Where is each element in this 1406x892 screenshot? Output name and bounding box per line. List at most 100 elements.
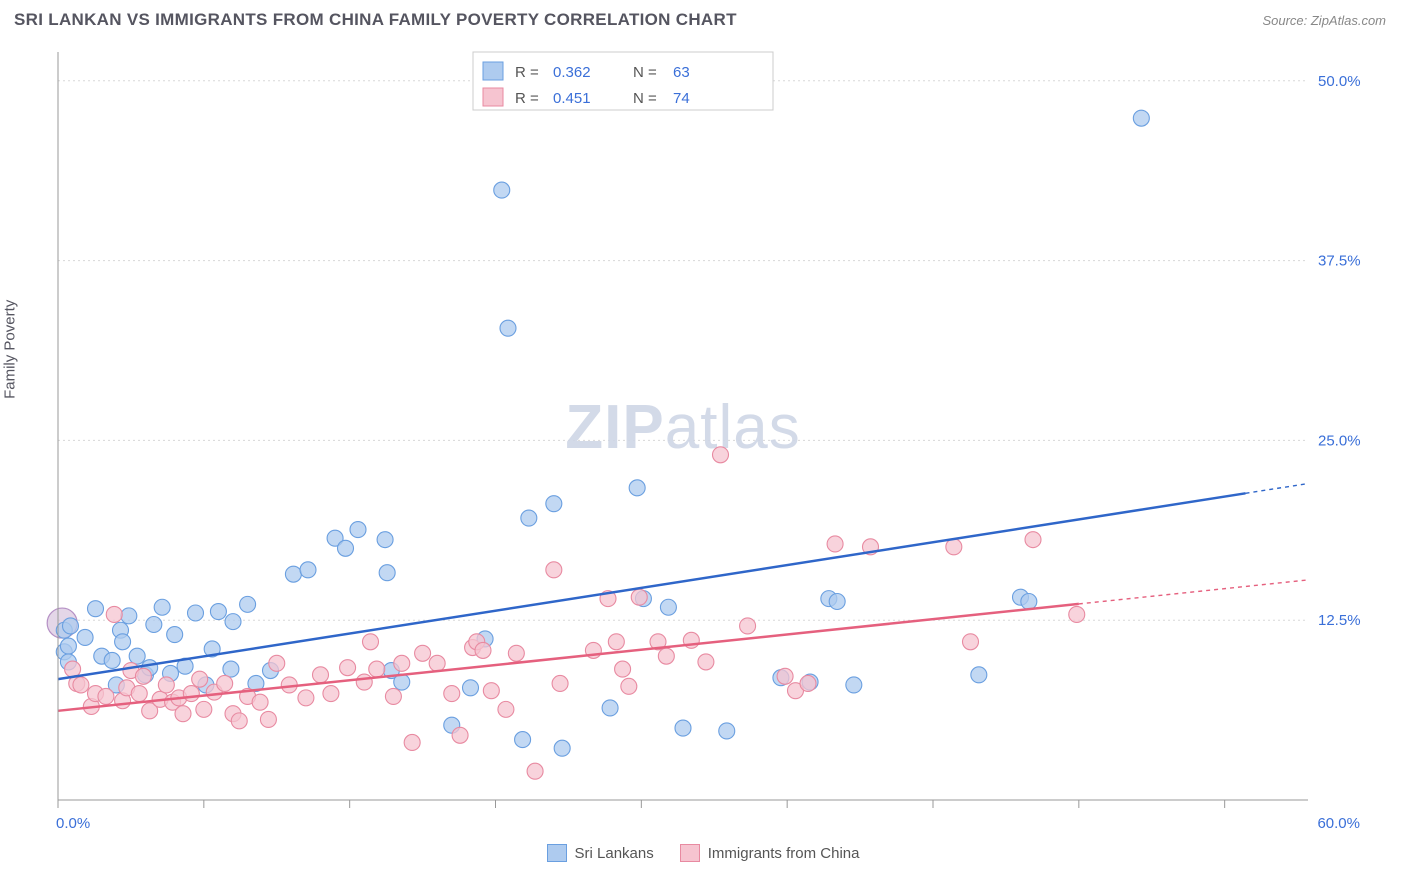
data-point: [225, 614, 241, 630]
data-point: [394, 655, 410, 671]
data-point: [385, 688, 401, 704]
data-point: [521, 510, 537, 526]
data-point: [602, 700, 618, 716]
data-point: [608, 634, 624, 650]
data-point: [188, 605, 204, 621]
legend-swatch: [483, 88, 503, 106]
data-point: [77, 629, 93, 645]
data-point: [104, 652, 120, 668]
data-point: [175, 706, 191, 722]
data-point: [963, 634, 979, 650]
data-point: [379, 565, 395, 581]
legend-n-value: 63: [673, 64, 690, 81]
data-point: [527, 763, 543, 779]
data-point: [146, 617, 162, 633]
legend-label: Immigrants from China: [708, 845, 860, 862]
legend-swatch: [483, 62, 503, 80]
legend-r-value: 0.451: [553, 90, 591, 107]
data-point: [546, 496, 562, 512]
data-point: [740, 618, 756, 634]
data-point: [298, 690, 314, 706]
data-point: [356, 674, 372, 690]
bottom-legend: Sri Lankans Immigrants from China: [0, 844, 1406, 862]
trend-line-extension: [1079, 580, 1308, 604]
data-point: [154, 599, 170, 615]
data-point: [660, 599, 676, 615]
data-point: [252, 694, 268, 710]
data-point: [73, 677, 89, 693]
y-tick-label: 25.0%: [1318, 432, 1361, 449]
legend-label: Sri Lankans: [575, 845, 654, 862]
legend-r-value: 0.362: [553, 64, 591, 81]
data-point: [546, 562, 562, 578]
data-point: [63, 618, 79, 634]
data-point: [631, 589, 647, 605]
data-point: [338, 540, 354, 556]
data-point: [621, 678, 637, 694]
data-point: [377, 532, 393, 548]
data-point: [552, 675, 568, 691]
data-point: [269, 655, 285, 671]
legend-r-label: R =: [515, 64, 539, 81]
legend-item: Immigrants from China: [680, 844, 860, 862]
y-tick-label: 50.0%: [1318, 73, 1361, 90]
data-point: [429, 655, 445, 671]
x-end-label: 60.0%: [1317, 815, 1360, 832]
x-start-label: 0.0%: [56, 815, 90, 832]
data-point: [846, 677, 862, 693]
data-point: [135, 668, 151, 684]
legend-n-label: N =: [633, 64, 657, 81]
trend-line-extension: [1246, 484, 1309, 494]
data-point: [777, 668, 793, 684]
data-point: [452, 727, 468, 743]
data-point: [240, 596, 256, 612]
data-point: [98, 688, 114, 704]
data-point: [1069, 606, 1085, 622]
data-point: [217, 675, 233, 691]
data-point: [196, 701, 212, 717]
data-point: [475, 642, 491, 658]
data-point: [1133, 110, 1149, 126]
data-point: [363, 634, 379, 650]
data-point: [60, 638, 76, 654]
legend-n-value: 74: [673, 90, 690, 107]
legend-swatch: [547, 844, 567, 862]
y-tick-label: 12.5%: [1318, 612, 1361, 629]
data-point: [500, 320, 516, 336]
data-point: [829, 593, 845, 609]
data-point: [483, 683, 499, 699]
data-point: [106, 606, 122, 622]
data-point: [463, 680, 479, 696]
data-point: [167, 627, 183, 643]
legend-r-label: R =: [515, 90, 539, 107]
data-point: [131, 686, 147, 702]
data-point: [285, 566, 301, 582]
data-point: [658, 648, 674, 664]
header: SRI LANKAN VS IMMIGRANTS FROM CHINA FAMI…: [0, 0, 1406, 36]
data-point: [498, 701, 514, 717]
watermark: ZIPatlas: [565, 393, 800, 462]
trend-line: [58, 493, 1246, 679]
data-point: [719, 723, 735, 739]
data-point: [1025, 532, 1041, 548]
data-point: [508, 645, 524, 661]
data-point: [827, 536, 843, 552]
y-axis-label: Family Poverty: [2, 300, 19, 399]
data-point: [800, 675, 816, 691]
data-point: [350, 522, 366, 538]
data-point: [698, 654, 714, 670]
data-point: [183, 686, 199, 702]
source-label: Source: ZipAtlas.com: [1262, 13, 1386, 28]
legend-n-label: N =: [633, 90, 657, 107]
data-point: [629, 480, 645, 496]
data-point: [323, 686, 339, 702]
data-point: [515, 732, 531, 748]
data-point: [404, 734, 420, 750]
chart-container: Family Poverty 12.5%25.0%37.5%50.0%ZIPat…: [18, 40, 1388, 840]
data-point: [158, 677, 174, 693]
y-tick-label: 37.5%: [1318, 253, 1361, 270]
data-point: [369, 661, 385, 677]
data-point: [231, 713, 247, 729]
data-point: [415, 645, 431, 661]
data-point: [115, 634, 131, 650]
